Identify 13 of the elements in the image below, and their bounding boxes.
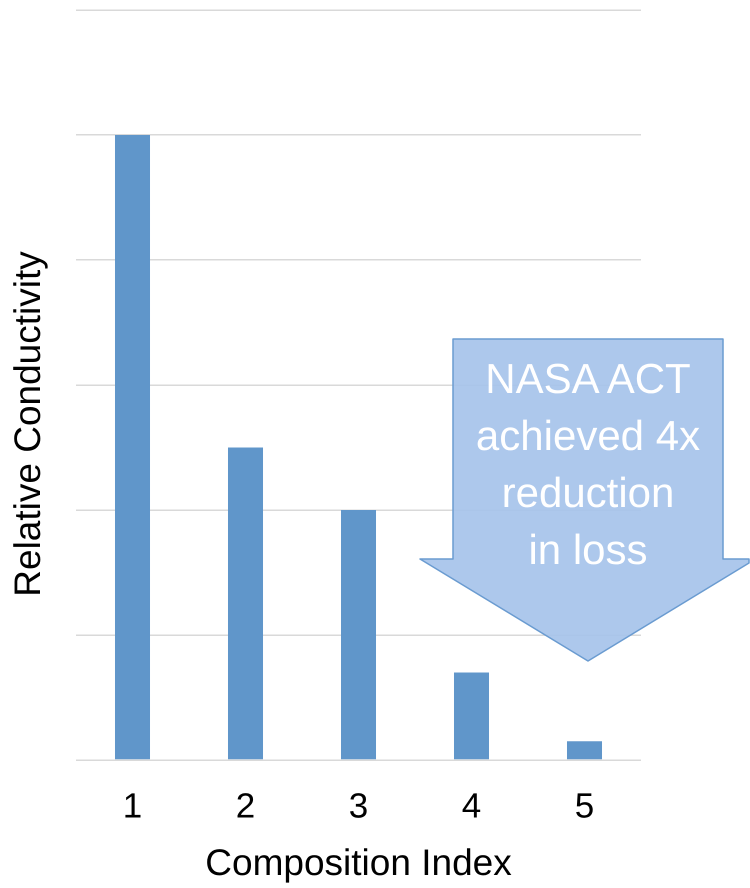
x-tick-label: 5	[574, 786, 594, 826]
bar	[454, 672, 490, 760]
bar	[566, 741, 602, 760]
x-tick-label: 1	[122, 786, 142, 826]
bar	[228, 448, 264, 760]
y-axis-title: Relative Conductivity	[7, 250, 48, 597]
annotation: NASA ACT achieved 4x reduction in loss	[474, 354, 702, 575]
bar	[340, 510, 376, 760]
x-tick-label: 4	[462, 786, 482, 826]
x-tick-label: 2	[236, 786, 256, 826]
x-tick-label: 3	[348, 786, 368, 826]
bar	[114, 135, 150, 760]
x-axis-title: Composition Index	[205, 842, 512, 884]
